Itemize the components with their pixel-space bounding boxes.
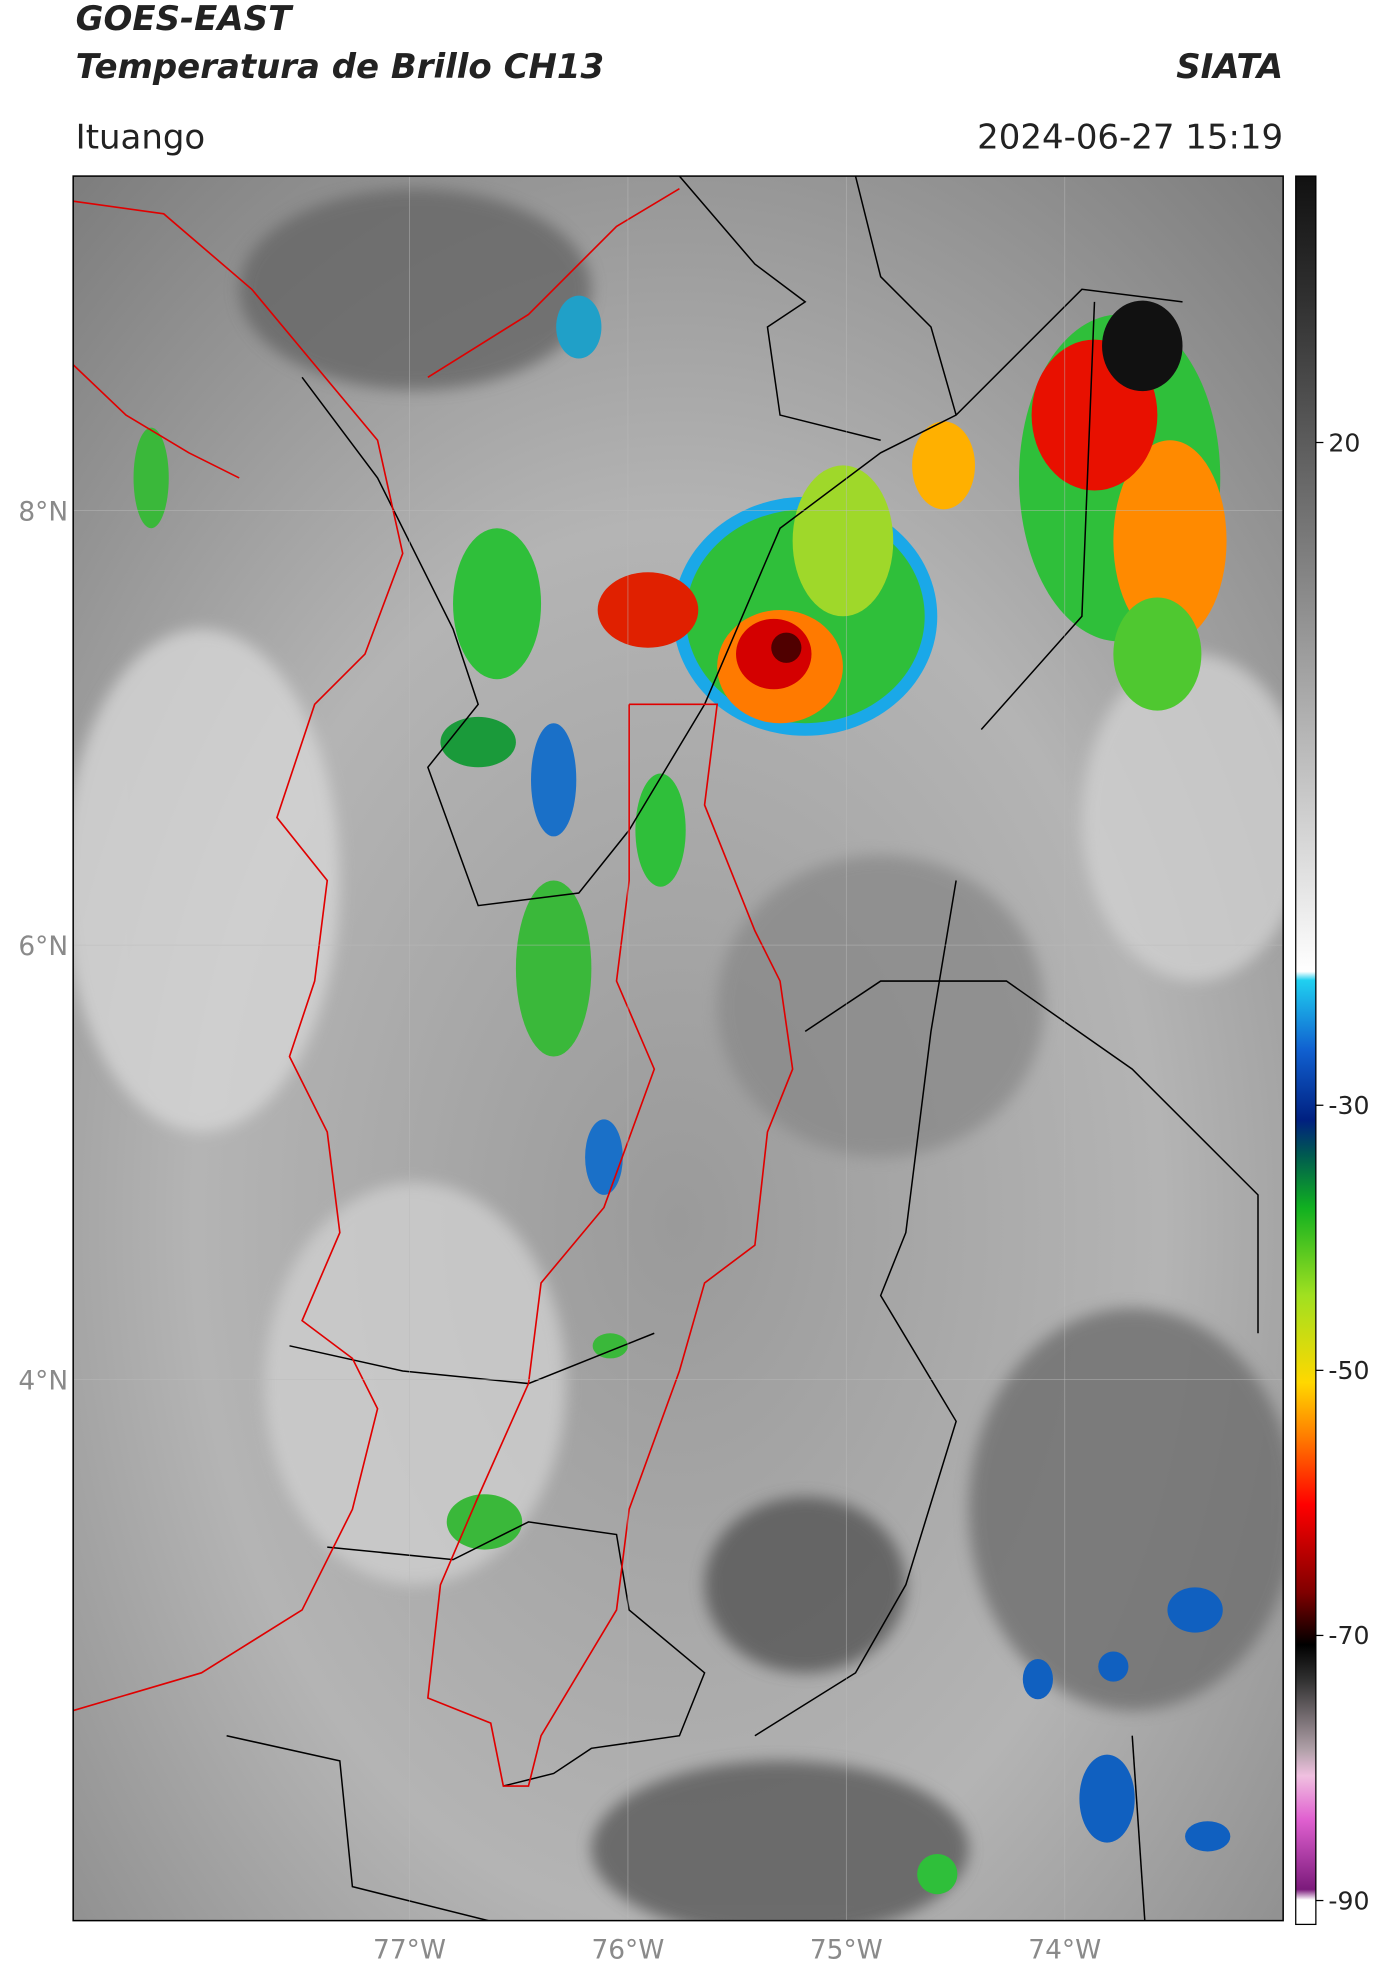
title: GOES-EAST xyxy=(76,0,294,39)
colorbar-tick-label: -90 xyxy=(1328,1886,1369,1915)
graticule xyxy=(73,176,1284,1921)
subtitle: Temperatura de Brillo CH13 xyxy=(76,47,604,87)
lon-label: 76°W xyxy=(591,1934,664,1965)
lat-label: 4°N xyxy=(18,1366,68,1397)
colorbar-tick-label: -50 xyxy=(1328,1356,1369,1385)
agency: SIATA xyxy=(1176,47,1283,87)
lon-label: 75°W xyxy=(810,1934,883,1965)
lat-label: 8°N xyxy=(18,497,68,528)
colorbar-tick-label: -70 xyxy=(1328,1621,1369,1650)
colorbar-tick-label: 20 xyxy=(1328,428,1360,457)
colorbar-tick-label: -30 xyxy=(1328,1091,1369,1120)
satellite-image xyxy=(73,176,1284,1921)
lat-label: 6°N xyxy=(18,931,68,962)
lon-label: 74°W xyxy=(1028,1934,1101,1965)
colorbar xyxy=(1295,175,1317,1926)
map-frame xyxy=(72,175,1284,1922)
location: Ituango xyxy=(76,117,206,157)
datetime: 2024-06-27 15:19 xyxy=(977,117,1283,157)
lon-label: 77°W xyxy=(373,1934,446,1965)
